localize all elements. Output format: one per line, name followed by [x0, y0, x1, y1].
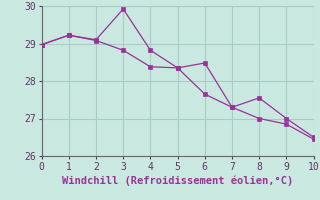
X-axis label: Windchill (Refroidissement éolien,°C): Windchill (Refroidissement éolien,°C): [62, 176, 293, 186]
